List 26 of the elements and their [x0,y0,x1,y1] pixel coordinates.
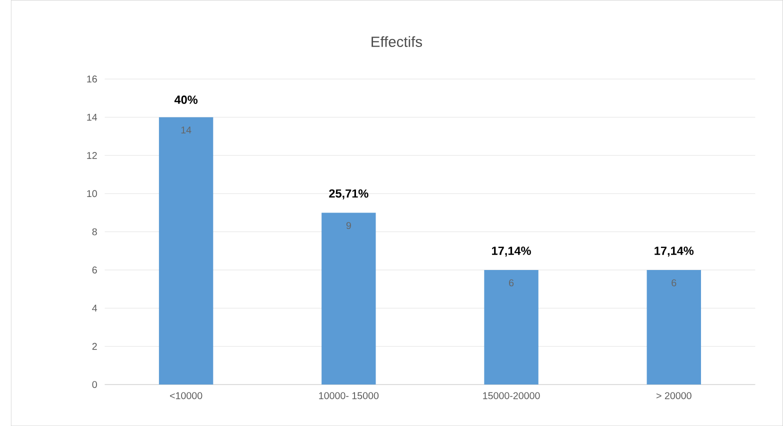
annotation: 17,14% [654,246,694,257]
y-tick-label: 16 [87,75,97,82]
data-label: 6 [672,279,676,286]
data-label: 9 [346,222,351,229]
y-tick-label: 6 [92,266,97,274]
y-tick-label: 4 [92,304,98,312]
x-tick-label: 15000-20000 [483,392,540,400]
bar [322,212,376,384]
annotation: 17,14% [492,246,531,257]
x-tick-label: <10000 [170,392,202,400]
bar [158,117,214,384]
y-tick-label: 10 [87,190,97,198]
y-tick-label: 8 [92,228,97,236]
y-tick-label: 12 [87,152,97,159]
y-tick-label: 2 [92,342,97,350]
data-label: 14 [181,126,192,134]
data-label: 6 [509,279,514,286]
bar [484,270,538,384]
annotation: 25,71% [329,189,368,200]
bar [646,270,702,384]
x-tick-label: 10000- 15000 [319,392,379,400]
x-tick-label: > 20000 [656,392,692,400]
annotation: 40% [174,95,198,104]
y-tick-label: 0 [92,381,97,388]
chart-title: Effectifs [372,36,422,47]
y-tick-label: 14 [87,114,98,121]
